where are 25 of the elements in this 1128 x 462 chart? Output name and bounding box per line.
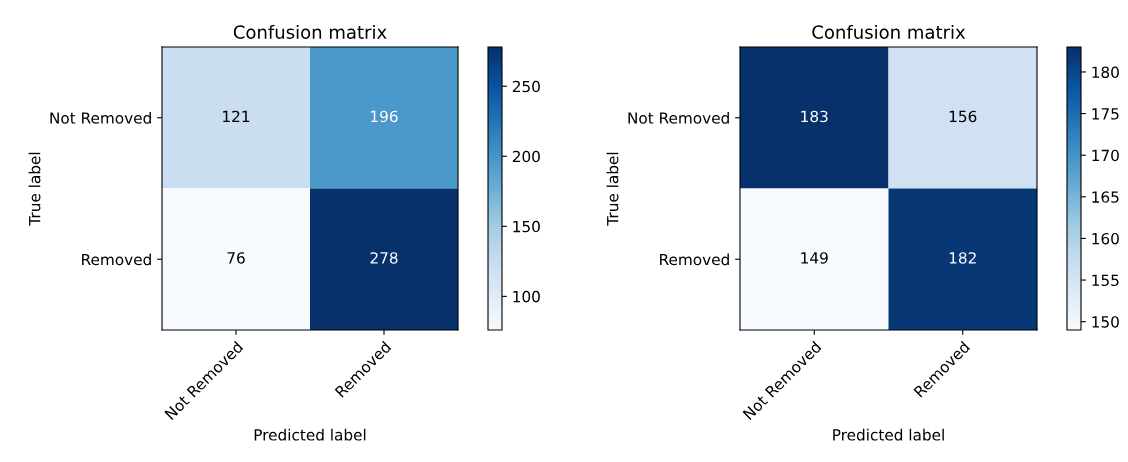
data-label: 196 <box>371 110 398 123</box>
y-axis-title: True label <box>28 152 41 226</box>
color-bar-label: 160 <box>1092 232 1119 245</box>
data-label: 121 <box>223 110 250 122</box>
color-bar-label: 170 <box>1092 149 1119 162</box>
data-label: 149 <box>801 252 828 264</box>
data-label: 76 <box>227 252 245 264</box>
x-axis-title: Predicted label <box>254 428 366 441</box>
x-axis-title: Predicted label <box>833 428 944 441</box>
color-bar-label: 150 <box>1092 316 1119 328</box>
y-axis-title: True label <box>606 152 619 226</box>
color-bar-label: 150 <box>513 220 540 233</box>
color-bar-label: 100 <box>513 290 540 303</box>
color-bar-label: 175 <box>1092 108 1119 120</box>
data-label: 278 <box>370 252 398 264</box>
chart-title: Confusion matrix <box>812 24 966 39</box>
color-bar-label: 180 <box>1092 66 1119 78</box>
data-label: 183 <box>801 110 828 123</box>
data-label: 182 <box>949 252 976 264</box>
color-bar-label: 165 <box>1092 191 1119 203</box>
data-label: 156 <box>949 110 977 123</box>
color-bar-label: 155 <box>1092 274 1119 287</box>
color-bar-label: 200 <box>512 150 540 163</box>
color-bar-label: 250 <box>512 80 540 93</box>
chart-title: Confusion matrix <box>233 24 387 39</box>
